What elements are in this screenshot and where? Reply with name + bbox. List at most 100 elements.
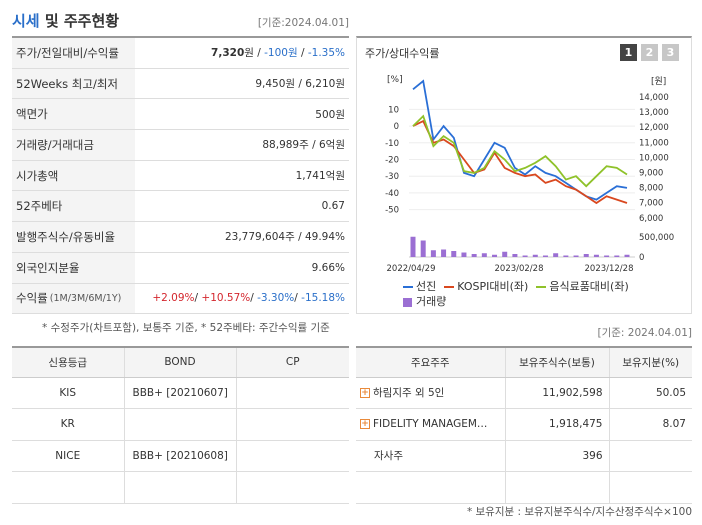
summary-label: 발행주식수/유동비율 xyxy=(12,222,135,252)
chart-page-2-button[interactable]: 2 xyxy=(641,44,658,61)
legend-label: 음식료품대비(좌) xyxy=(549,280,629,293)
series-line-선진 xyxy=(412,79,628,201)
table-row: KR xyxy=(12,408,349,441)
summary-value-part: -1.35% xyxy=(307,47,345,60)
legend-label: 거래량 xyxy=(416,295,447,308)
right-unit: [원] xyxy=(651,76,666,87)
credit-cell: KIS xyxy=(12,377,124,409)
x-tick-label: 2022/04/29 xyxy=(387,264,436,274)
table-row: KIS BBB+ [20210607] xyxy=(12,377,349,409)
summary-label: 수익률 (1M/3M/6M/1Y) xyxy=(12,283,135,314)
credit-cell xyxy=(123,408,236,441)
right-tick-label: 14,000 xyxy=(639,93,669,103)
legend-item: 거래량 xyxy=(403,295,446,308)
right-tick-label: 7,000 xyxy=(639,199,663,209)
left-tick-label: 10 xyxy=(388,105,399,115)
credit-header: CP xyxy=(235,348,349,378)
summary-label-text: 수익률 xyxy=(16,291,48,306)
summary-value: 7,320원 / -100원 / -1.35% xyxy=(135,45,349,60)
expand-icon[interactable]: + xyxy=(360,419,370,430)
series-line-음식료품대비(좌) xyxy=(412,114,628,188)
volume-bar xyxy=(573,255,579,257)
credit-cell: KR xyxy=(12,408,124,441)
volume-bar xyxy=(512,254,518,257)
volume-tick-label: 0 xyxy=(639,253,644,263)
summary-row: 52Weeks 최고/최저 9,450원 / 6,210원 xyxy=(12,68,349,100)
summary-row: 발행주식수/유동비율 23,779,604주 / 49.94% xyxy=(12,222,349,253)
chart-legend: 선진 KOSPI대비(좌) 음식료품대비(좌) 거래량 xyxy=(403,279,637,309)
major-holders-table: 주요주주 보유주식수(보통) 보유지분(%) + 하림지주 외 5인 11,902,59… xyxy=(356,346,692,504)
summary-row: 거래량/거래대금 88,989주 / 6억원 xyxy=(12,130,349,161)
summary-value-part: 9.66% xyxy=(311,261,345,274)
summary-label: 거래량/거래대금 xyxy=(12,130,135,160)
summary-value-part: 500원 xyxy=(315,108,345,121)
volume-bar xyxy=(430,250,436,257)
chart-page-1-button[interactable]: 1 xyxy=(620,44,637,61)
holder-name-cell: 자사주 xyxy=(356,440,505,472)
summary-value: 1,741억원 xyxy=(135,168,349,183)
summary-value: 9,450원 / 6,210원 xyxy=(135,76,349,91)
volume-bar xyxy=(583,254,589,257)
table-row: + 하림지주 외 5인 11,902,598 50.05 xyxy=(356,377,692,409)
summary-value-part: 88,989주 / 6억원 xyxy=(262,139,345,152)
holder-name-cell[interactable]: + FIDELITY MANAGEM… xyxy=(356,408,505,441)
summary-value-part: / xyxy=(194,292,202,305)
summary-label: 52주베타 xyxy=(12,191,135,222)
volume-bar xyxy=(522,255,528,257)
summary-value-part: 23,779,604주 / 49.94% xyxy=(224,231,345,244)
summary-label: 외국인지분율 xyxy=(12,252,135,283)
summary-label-text: 시가총액 xyxy=(16,168,59,183)
summary-label: 시가총액 xyxy=(12,160,135,191)
holder-shares xyxy=(504,471,609,504)
holder-shares: 1,918,475 xyxy=(504,408,609,441)
volume-bar xyxy=(420,240,426,257)
credit-cell xyxy=(235,408,349,441)
table-row xyxy=(356,471,692,504)
holder-pct: 50.05 xyxy=(608,377,692,409)
summary-value-part: -100원 xyxy=(264,47,298,60)
volume-tick-label: 500,000 xyxy=(639,233,674,243)
volume-bar xyxy=(624,254,630,257)
volume-bar xyxy=(604,255,610,257)
summary-value: 500원 xyxy=(135,107,349,122)
summary-label-sub: (1M/3M/6M/1Y) xyxy=(49,292,122,304)
table-row: 자사주 396 xyxy=(356,440,692,472)
volume-bar xyxy=(481,253,487,257)
summary-label-text: 주가/전일대비/수익률 xyxy=(16,45,119,60)
credit-cell xyxy=(235,440,349,472)
holder-name-cell[interactable]: + 하림지주 외 5인 xyxy=(356,377,505,409)
chart-page-3-button[interactable]: 3 xyxy=(662,44,679,61)
table-row: NICE BBB+ [20210608] xyxy=(12,440,349,472)
holder-name: FIDELITY MANAGEM… xyxy=(373,418,488,431)
summary-value-part: +2.09% xyxy=(152,292,195,305)
holder-shares: 11,902,598 xyxy=(504,377,609,409)
holder-header: 보유주식수(보통) xyxy=(504,348,609,378)
summary-value-part: / xyxy=(294,292,302,305)
right-tick-label: 8,000 xyxy=(639,184,663,194)
legend-item: 선진 xyxy=(403,280,436,293)
summary-value-part: / xyxy=(297,47,308,60)
volume-bar xyxy=(532,254,538,257)
expand-icon[interactable]: + xyxy=(360,388,370,399)
holder-name: 자사주 xyxy=(374,450,403,463)
x-tick-label: 2023/02/28 xyxy=(495,264,544,274)
holder-shares: 396 xyxy=(504,440,609,472)
table-row: + FIDELITY MANAGEM… 1,918,475 8.07 xyxy=(356,408,692,441)
volume-bar xyxy=(492,254,498,257)
left-tick-label: 0 xyxy=(394,122,399,132)
legend-row: 거래량 xyxy=(403,294,637,309)
summary-value-part: +10.57% xyxy=(201,292,251,305)
section-title: 시세 및 주주현황 xyxy=(12,12,120,30)
legend-swatch xyxy=(536,286,547,288)
summary-value: 23,779,604주 / 49.94% xyxy=(135,229,349,244)
base-date: [기준:2024.04.01] xyxy=(257,17,349,29)
chart-title: 주가/상대수익률 xyxy=(365,47,440,60)
credit-cell xyxy=(12,471,124,504)
credit-cell: NICE xyxy=(12,440,124,472)
summary-value-part: / xyxy=(250,292,258,305)
summary-label-text: 액면가 xyxy=(16,107,48,122)
summary-row: 액면가 500원 xyxy=(12,99,349,131)
summary-label-text: 거래량/거래대금 xyxy=(16,137,94,152)
